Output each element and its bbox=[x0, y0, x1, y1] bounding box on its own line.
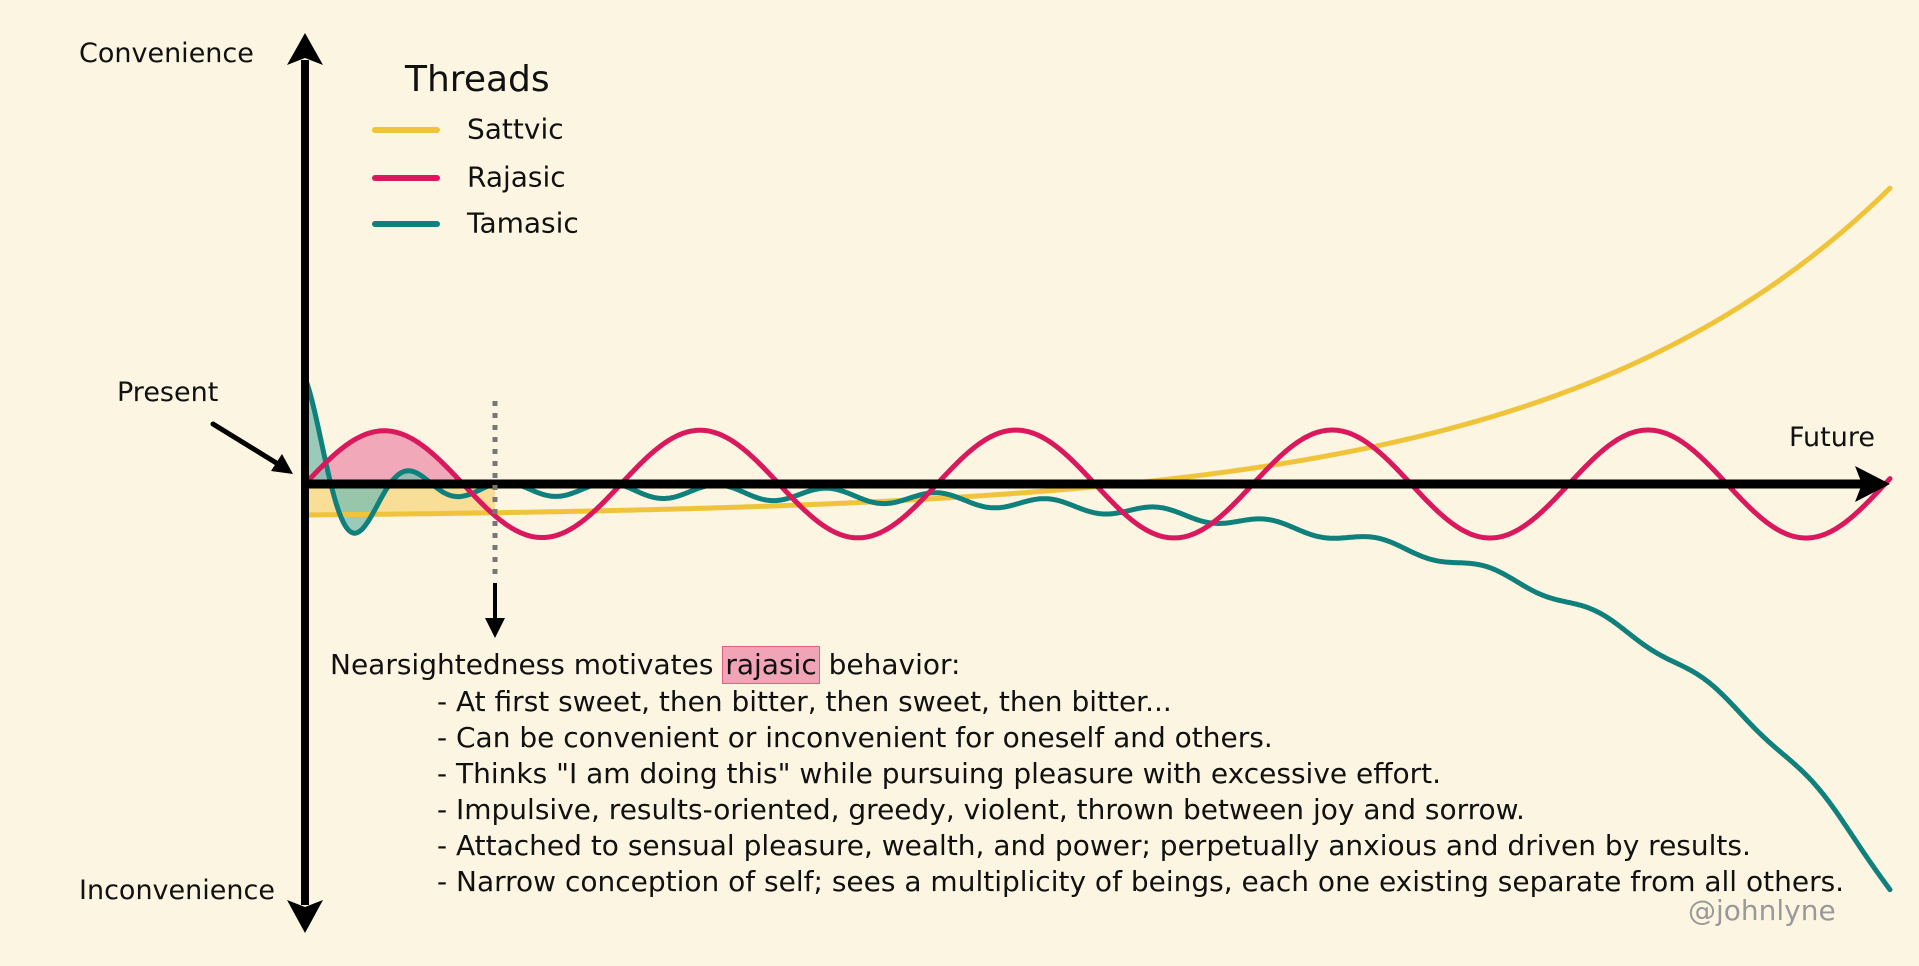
convenience-arrowhead bbox=[287, 33, 323, 65]
legend-item-tamasic: Tamasic bbox=[372, 204, 579, 244]
rajasic-highlight: rajasic bbox=[722, 646, 820, 684]
author-watermark: @johnlyne bbox=[1688, 894, 1836, 927]
legend-item-rajasic: Rajasic bbox=[372, 158, 566, 198]
sattvic-swatch bbox=[372, 127, 440, 133]
nearsightedness-arrowhead bbox=[485, 618, 505, 638]
bullet-item: - Narrow conception of self; sees a mult… bbox=[437, 865, 1845, 898]
description-suffix: behavior: bbox=[828, 648, 961, 681]
inconvenience-label: Inconvenience bbox=[79, 875, 275, 906]
legend-label-rajasic: Rajasic bbox=[467, 160, 566, 194]
legend-label-tamasic: Tamasic bbox=[467, 206, 579, 240]
bullet-item: - Impulsive, results-oriented, greedy, v… bbox=[437, 793, 1525, 826]
future-label: Future bbox=[1789, 422, 1875, 453]
rajasic-swatch bbox=[372, 175, 440, 181]
legend-item-sattvic: Sattvic bbox=[372, 110, 564, 150]
tamasic-swatch bbox=[372, 221, 440, 227]
tamasic-curve bbox=[302, 375, 1893, 893]
bullet-item: - Can be convenient or inconvenient for … bbox=[437, 721, 1273, 754]
legend-title: Threads bbox=[405, 59, 550, 100]
future-arrowhead bbox=[1855, 466, 1890, 502]
description-heading: Nearsightedness motivates rajasic behavi… bbox=[330, 646, 1844, 684]
bullet-item: - Thinks "I am doing this" while pursuin… bbox=[437, 757, 1442, 790]
description-bullets: - At first sweet, then bitter, then swee… bbox=[437, 684, 1844, 900]
convenience-label: Convenience bbox=[79, 38, 254, 69]
present-pointer bbox=[210, 421, 281, 467]
legend-label-sattvic: Sattvic bbox=[467, 112, 564, 146]
present-pointer-head bbox=[271, 454, 293, 474]
inconvenience-arrowhead bbox=[287, 900, 323, 933]
bullet-item: - Attached to sensual pleasure, wealth, … bbox=[437, 829, 1751, 862]
rajasic-shaded-region bbox=[305, 430, 463, 484]
description-prefix: Nearsightedness motivates bbox=[330, 648, 714, 681]
rajasic-description: Nearsightedness motivates rajasic behavi… bbox=[330, 646, 1844, 900]
bullet-item: - At first sweet, then bitter, then swee… bbox=[437, 685, 1172, 718]
present-label: Present bbox=[117, 377, 219, 408]
